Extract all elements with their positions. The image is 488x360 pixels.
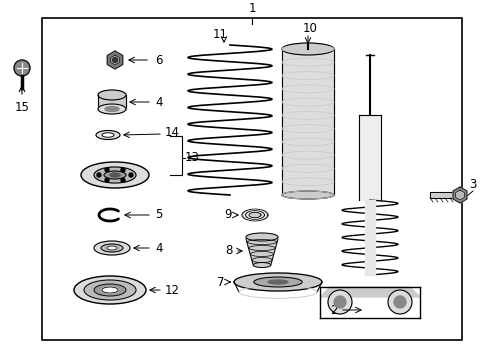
Ellipse shape (267, 280, 287, 284)
Text: 12: 12 (164, 284, 180, 297)
Polygon shape (98, 95, 126, 109)
Ellipse shape (105, 107, 119, 112)
Circle shape (14, 60, 30, 76)
Ellipse shape (84, 280, 136, 300)
Text: 4: 4 (155, 95, 162, 108)
Polygon shape (429, 192, 459, 198)
Bar (42, 18, 461, 340)
Ellipse shape (94, 284, 126, 296)
Circle shape (105, 178, 109, 182)
Text: 1: 1 (248, 1, 255, 14)
Polygon shape (248, 212, 261, 218)
Circle shape (121, 178, 125, 182)
Text: 9: 9 (224, 208, 231, 221)
Polygon shape (244, 210, 265, 220)
Polygon shape (282, 49, 333, 195)
Text: 10: 10 (302, 22, 317, 35)
Ellipse shape (94, 167, 136, 183)
Text: 11: 11 (212, 28, 227, 41)
Circle shape (393, 296, 405, 308)
Polygon shape (245, 239, 278, 265)
Ellipse shape (107, 246, 117, 250)
Text: 3: 3 (468, 179, 476, 192)
Ellipse shape (253, 262, 270, 267)
Circle shape (129, 173, 133, 177)
Polygon shape (319, 287, 419, 297)
Polygon shape (247, 212, 262, 218)
Text: 4: 4 (155, 242, 162, 255)
Ellipse shape (282, 191, 333, 199)
Circle shape (97, 173, 101, 177)
Ellipse shape (102, 133, 114, 137)
Ellipse shape (253, 277, 302, 287)
Text: 2: 2 (330, 303, 337, 316)
Ellipse shape (104, 171, 126, 179)
Text: 6: 6 (155, 54, 162, 67)
Polygon shape (364, 200, 374, 275)
Polygon shape (242, 209, 267, 221)
Ellipse shape (94, 241, 130, 255)
Ellipse shape (81, 162, 149, 188)
Ellipse shape (101, 244, 123, 252)
Ellipse shape (102, 287, 118, 293)
Polygon shape (452, 187, 466, 203)
Polygon shape (358, 115, 380, 200)
Polygon shape (107, 51, 122, 69)
Text: 13: 13 (184, 152, 200, 165)
Ellipse shape (245, 233, 278, 241)
Polygon shape (455, 190, 464, 200)
Circle shape (112, 58, 117, 63)
Circle shape (333, 296, 346, 308)
Ellipse shape (98, 90, 126, 100)
Ellipse shape (110, 173, 120, 177)
Circle shape (387, 290, 411, 314)
Ellipse shape (282, 43, 333, 55)
Polygon shape (245, 211, 264, 219)
Circle shape (105, 168, 109, 172)
Text: 7: 7 (217, 275, 224, 288)
Polygon shape (110, 55, 119, 65)
Circle shape (121, 168, 125, 172)
Ellipse shape (98, 104, 126, 114)
Ellipse shape (74, 276, 146, 304)
Circle shape (327, 290, 351, 314)
Text: 14: 14 (164, 126, 180, 139)
Text: 8: 8 (225, 243, 232, 256)
Ellipse shape (234, 273, 321, 291)
Text: 15: 15 (15, 102, 29, 114)
Text: 5: 5 (155, 208, 162, 221)
Ellipse shape (96, 130, 120, 139)
